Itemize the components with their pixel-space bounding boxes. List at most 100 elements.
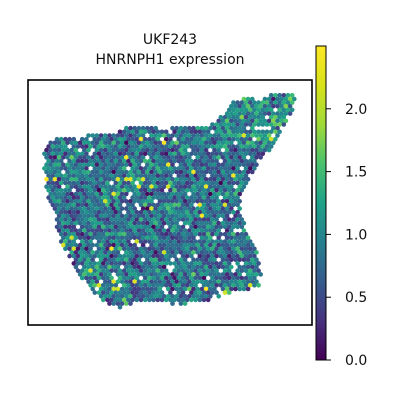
expression-spot [214,151,219,157]
expression-spot [229,184,234,189]
expression-spot [174,264,179,270]
expression-spot [218,129,224,135]
expression-spot [121,151,127,157]
expression-spot [132,264,137,270]
expression-spot [250,257,255,263]
expression-spot [241,125,247,131]
expression-spot [56,147,62,153]
expression-spot [88,253,93,259]
expression-spot [142,224,148,230]
expression-spot [184,129,190,135]
expression-spot [193,239,198,244]
expression-spot [134,246,140,252]
expression-spot [90,140,95,146]
expression-spot [166,199,171,204]
expression-spot [222,275,228,281]
expression-spot [216,147,221,153]
expression-spot [285,100,291,105]
expression-spot [201,231,207,237]
expression-spot [128,279,133,285]
expression-spot [117,202,123,208]
expression-spot [189,195,194,200]
expression-spot [107,250,112,255]
expression-spot [264,100,270,105]
expression-spot [119,140,125,146]
expression-spot [226,231,232,237]
expression-spot [180,231,186,237]
expression-spot [149,213,154,219]
expression-spot [197,144,203,149]
expression-spot [136,279,142,285]
expression-spot [117,173,123,178]
expression-spot [82,140,87,146]
expression-spot [105,231,110,237]
expression-spot [163,297,169,303]
expression-spot [145,184,150,189]
expression-spot [98,242,104,248]
expression-spot [86,191,91,197]
expression-spot [252,246,257,252]
expression-spot [145,191,150,197]
expression-spot [111,279,116,285]
expression-spot [166,242,171,248]
expression-spot [172,195,177,200]
expression-spot [239,144,245,149]
expression-spot [214,283,219,288]
expression-spot [239,107,245,113]
expression-spot [71,158,77,164]
expression-spot [174,257,179,263]
expression-spot [239,151,245,157]
expression-spot [138,202,144,208]
expression-spot [237,242,242,248]
expression-spot [113,173,119,178]
expression-spot [82,147,87,153]
expression-spot [161,264,167,270]
expression-spot [205,261,211,266]
expression-spot [235,246,240,252]
expression-spot [107,220,112,226]
expression-spot [205,136,211,142]
expression-spot [149,235,154,241]
expression-spot [46,195,51,200]
expression-spot [54,166,60,171]
expression-spot [182,228,188,233]
expression-spot [256,122,261,127]
expression-spot [193,217,198,222]
expression-spot [237,184,242,189]
expression-spot [132,286,137,292]
expression-spot [58,202,64,208]
expression-spot [252,166,257,171]
expression-spot [119,147,125,153]
expression-spot [98,155,104,160]
expression-spot [260,129,266,135]
expression-spot [157,257,163,263]
expression-spot [109,268,114,274]
expression-spot [73,220,79,226]
expression-spot [212,191,217,197]
expression-spot [105,151,110,157]
expression-spot [235,144,240,149]
expression-spot [203,272,209,277]
expression-spot [109,253,114,259]
expression-spot [103,272,108,277]
expression-spot [121,283,127,288]
expression-spot [163,209,169,215]
expression-spot [195,206,200,211]
expression-spot [140,191,146,197]
expression-spot [142,246,148,252]
expression-spot [155,290,161,295]
expression-spot [254,118,259,124]
expression-spot [73,242,79,248]
expression-spot [226,239,232,244]
expression-spot [199,133,205,138]
expression-spot [174,235,179,241]
expression-spot [103,147,108,153]
expression-spot [193,268,198,274]
expression-spot [132,206,137,211]
expression-spot [243,100,249,105]
expression-spot [210,209,215,215]
expression-spot [161,199,167,204]
expression-spot [233,104,238,109]
expression-spot [189,173,194,178]
